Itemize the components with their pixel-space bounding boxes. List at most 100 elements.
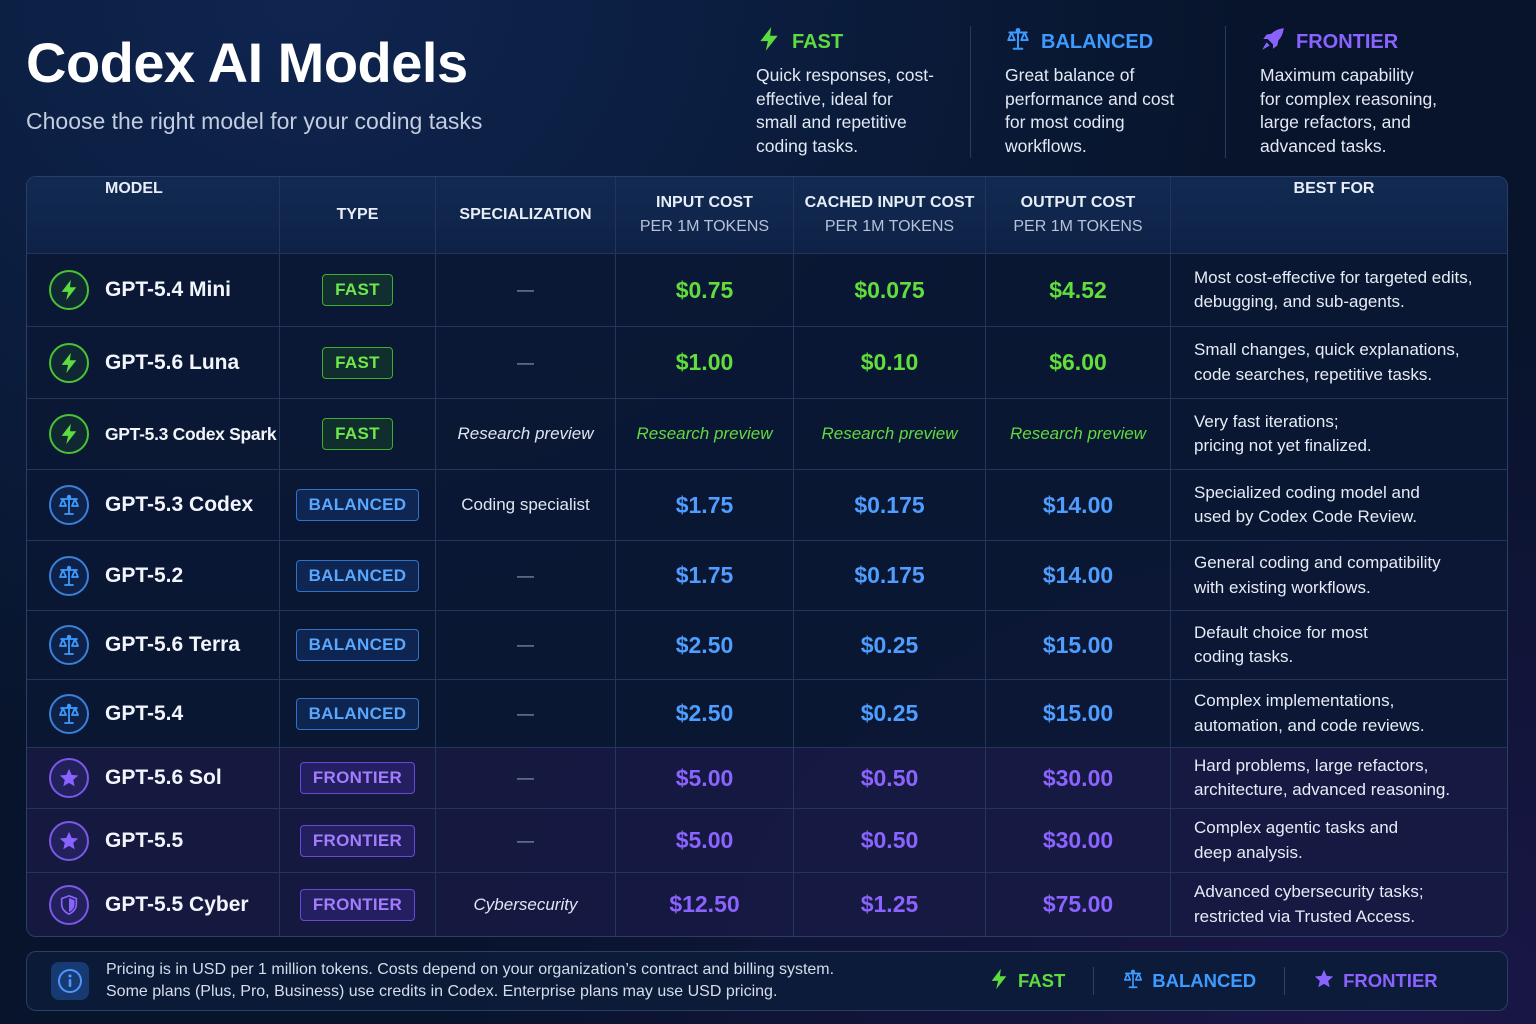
output-cost: Research preview xyxy=(1009,424,1147,443)
cached-input-cost-cell: $0.25 xyxy=(794,680,986,747)
header-output-sublabel: PER 1M TOKENS xyxy=(1013,218,1143,235)
specialization-cell: — xyxy=(436,748,616,808)
legend-desc-line: for most coding xyxy=(1005,112,1125,132)
header-best-label: BEST FOR xyxy=(1293,180,1375,197)
table-row[interactable]: GPT-5.3 Codex BALANCED Coding specialist $1… xyxy=(27,470,1507,541)
header: Codex AI Models Choose the right model f… xyxy=(26,30,726,135)
type-cell: FRONTIER xyxy=(280,809,436,872)
best-for-line: Complex implementations, xyxy=(1194,691,1395,710)
model-cell: GPT-5.6 Sol xyxy=(27,748,280,808)
output-cost-cell: $6.00 xyxy=(986,327,1171,398)
footer-legend: FAST BALANCED FRONTIER xyxy=(988,967,1438,995)
specialization-value: — xyxy=(517,635,534,654)
header-cached-input-cost: CACHED INPUT COST PER 1M TOKENS xyxy=(794,177,986,253)
table-row[interactable]: GPT-5.6 Luna FAST — $1.00 $0.10 $6.00 Small ch… xyxy=(27,327,1507,399)
output-cost-cell: $30.00 xyxy=(986,809,1171,872)
input-cost: $1.75 xyxy=(675,491,734,518)
table-body: GPT-5.4 Mini FAST — $0.75 $0.075 $4.52 Most co… xyxy=(27,254,1507,936)
legend-fast-description: Quick responses, cost-effective, ideal f… xyxy=(756,64,954,158)
info-icon xyxy=(51,962,89,1000)
specialization-cell: Research preview xyxy=(436,399,616,469)
footer-legend-frontier: FRONTIER xyxy=(1313,968,1438,995)
header-type-label: TYPE xyxy=(336,206,379,223)
footer-legend-fast: FAST xyxy=(988,968,1065,995)
cached-input-cost: $0.175 xyxy=(854,562,925,588)
header-model: MODEL xyxy=(27,177,280,253)
input-cost: $1.75 xyxy=(675,562,734,588)
input-cost-cell: $0.75 xyxy=(616,254,794,326)
table-row[interactable]: GPT-5.4 BALANCED — $2.50 $0.25 $15.00 Complex … xyxy=(27,680,1507,748)
output-cost: $30.00 xyxy=(1042,827,1114,853)
shield-icon xyxy=(49,884,89,925)
type-cell: BALANCED xyxy=(280,611,436,679)
table-row[interactable]: GPT-5.2 BALANCED — $1.75 $0.175 $14.00 General… xyxy=(27,541,1507,611)
input-cost: $5.00 xyxy=(675,827,734,853)
scales-icon xyxy=(49,625,89,665)
divider xyxy=(1284,967,1286,995)
best-for-cell: General coding and compatibility with exi… xyxy=(1171,541,1507,610)
scales-icon xyxy=(1122,968,1144,995)
best-for-text: Very fast iterations; pricing not yet fin… xyxy=(1194,410,1372,459)
header-input-cost: INPUT COST PER 1M TOKENS xyxy=(616,177,794,253)
legend-desc-line: large refactors, and xyxy=(1260,112,1411,132)
best-for-line: code searches, repetitive tasks. xyxy=(1194,364,1433,384)
input-cost-cell: $2.50 xyxy=(616,680,794,747)
best-for-text: Specialized coding model and used by Code… xyxy=(1194,481,1420,530)
type-cell: FAST xyxy=(280,254,436,326)
type-badge: BALANCED xyxy=(295,697,420,730)
input-cost-cell: $12.50 xyxy=(616,873,794,936)
specialization-value: Coding specialist xyxy=(461,495,590,514)
header-model-label: MODEL xyxy=(105,180,163,197)
type-badge: BALANCED xyxy=(295,629,420,661)
model-name: GPT-5.2 xyxy=(105,563,184,587)
cached-input-cost: $0.175 xyxy=(854,491,925,518)
legend-desc-line: Maximum capability xyxy=(1260,65,1414,85)
cached-input-cost-cell: $0.075 xyxy=(794,254,986,326)
table-row[interactable]: GPT-5.6 Sol FRONTIER — $5.00 $0.50 $30.00 Hard… xyxy=(27,748,1507,809)
legend-fast: FAST Quick responses, cost-effective, ide… xyxy=(756,26,971,158)
specialization-value: — xyxy=(517,768,534,787)
legend-frontier: FRONTIER Maximum capability for complex re… xyxy=(1226,26,1516,158)
legend-balanced: BALANCED Great balance of performance and … xyxy=(971,26,1226,158)
table-row[interactable]: GPT-5.3 Codex Spark FAST Research preview R… xyxy=(27,399,1507,470)
legend-balanced-head: BALANCED xyxy=(1005,26,1209,58)
model-cell: GPT-5.4 xyxy=(27,680,280,747)
best-for-text: Most cost-effective for targeted edits, d… xyxy=(1194,266,1472,315)
best-for-cell: Very fast iterations; pricing not yet fin… xyxy=(1171,399,1507,469)
output-cost: $4.52 xyxy=(1049,276,1107,303)
legend-fast-label: FAST xyxy=(792,30,844,53)
input-cost-cell: $1.00 xyxy=(616,327,794,398)
input-cost: $5.00 xyxy=(675,764,734,791)
cached-input-cost-cell: $0.50 xyxy=(794,748,986,808)
type-cell: BALANCED xyxy=(280,680,436,747)
input-cost: $12.50 xyxy=(669,891,740,917)
legend-desc-line: performance and cost xyxy=(1005,88,1175,109)
star-icon xyxy=(49,758,89,798)
best-for-cell: Complex agentic tasks and deep analysis. xyxy=(1171,809,1507,872)
output-cost-cell: $15.00 xyxy=(986,680,1171,747)
scales-icon xyxy=(49,485,89,525)
specialization-cell: — xyxy=(436,254,616,326)
type-badge: BALANCED xyxy=(295,489,420,521)
output-cost: $6.00 xyxy=(1049,349,1107,375)
best-for-line: with existing workflows. xyxy=(1194,577,1371,597)
divider xyxy=(1093,967,1095,995)
table-row[interactable]: GPT-5.5 Cyber FRONTIER Cybersecurity $12.50… xyxy=(27,873,1507,936)
table-row[interactable]: GPT-5.5 FRONTIER — $5.00 $0.50 $30.00 Complex … xyxy=(27,809,1507,873)
best-for-line: Most cost-effective for targeted edits, xyxy=(1194,267,1473,287)
specialization-value: — xyxy=(517,565,534,585)
model-cell: GPT-5.3 Codex Spark xyxy=(27,399,280,469)
best-for-text: Complex implementations, automation, and … xyxy=(1194,689,1425,738)
legend-frontier-description: Maximum capability for complex reasoning,… xyxy=(1260,64,1500,158)
table-row[interactable]: GPT-5.6 Terra BALANCED — $2.50 $0.25 $15.00 De… xyxy=(27,611,1507,680)
lightning-icon xyxy=(49,270,89,310)
table-header-row: MODEL TYPE SPECIALIZATION INPUT COST PER… xyxy=(27,177,1507,254)
cached-input-cost: $0.50 xyxy=(860,764,919,791)
header-output-cost: OUTPUT COST PER 1M TOKENS xyxy=(986,177,1171,253)
header-cached-label: CACHED INPUT COST xyxy=(804,194,975,211)
header-specialization: SPECIALIZATION xyxy=(436,177,616,253)
best-for-text: Hard problems, large refactors, architect… xyxy=(1194,754,1450,803)
page-title: Codex AI Models xyxy=(26,31,468,94)
table-row[interactable]: GPT-5.4 Mini FAST — $0.75 $0.075 $4.52 Most co… xyxy=(27,254,1507,327)
model-name: GPT-5.6 Luna xyxy=(105,350,240,374)
